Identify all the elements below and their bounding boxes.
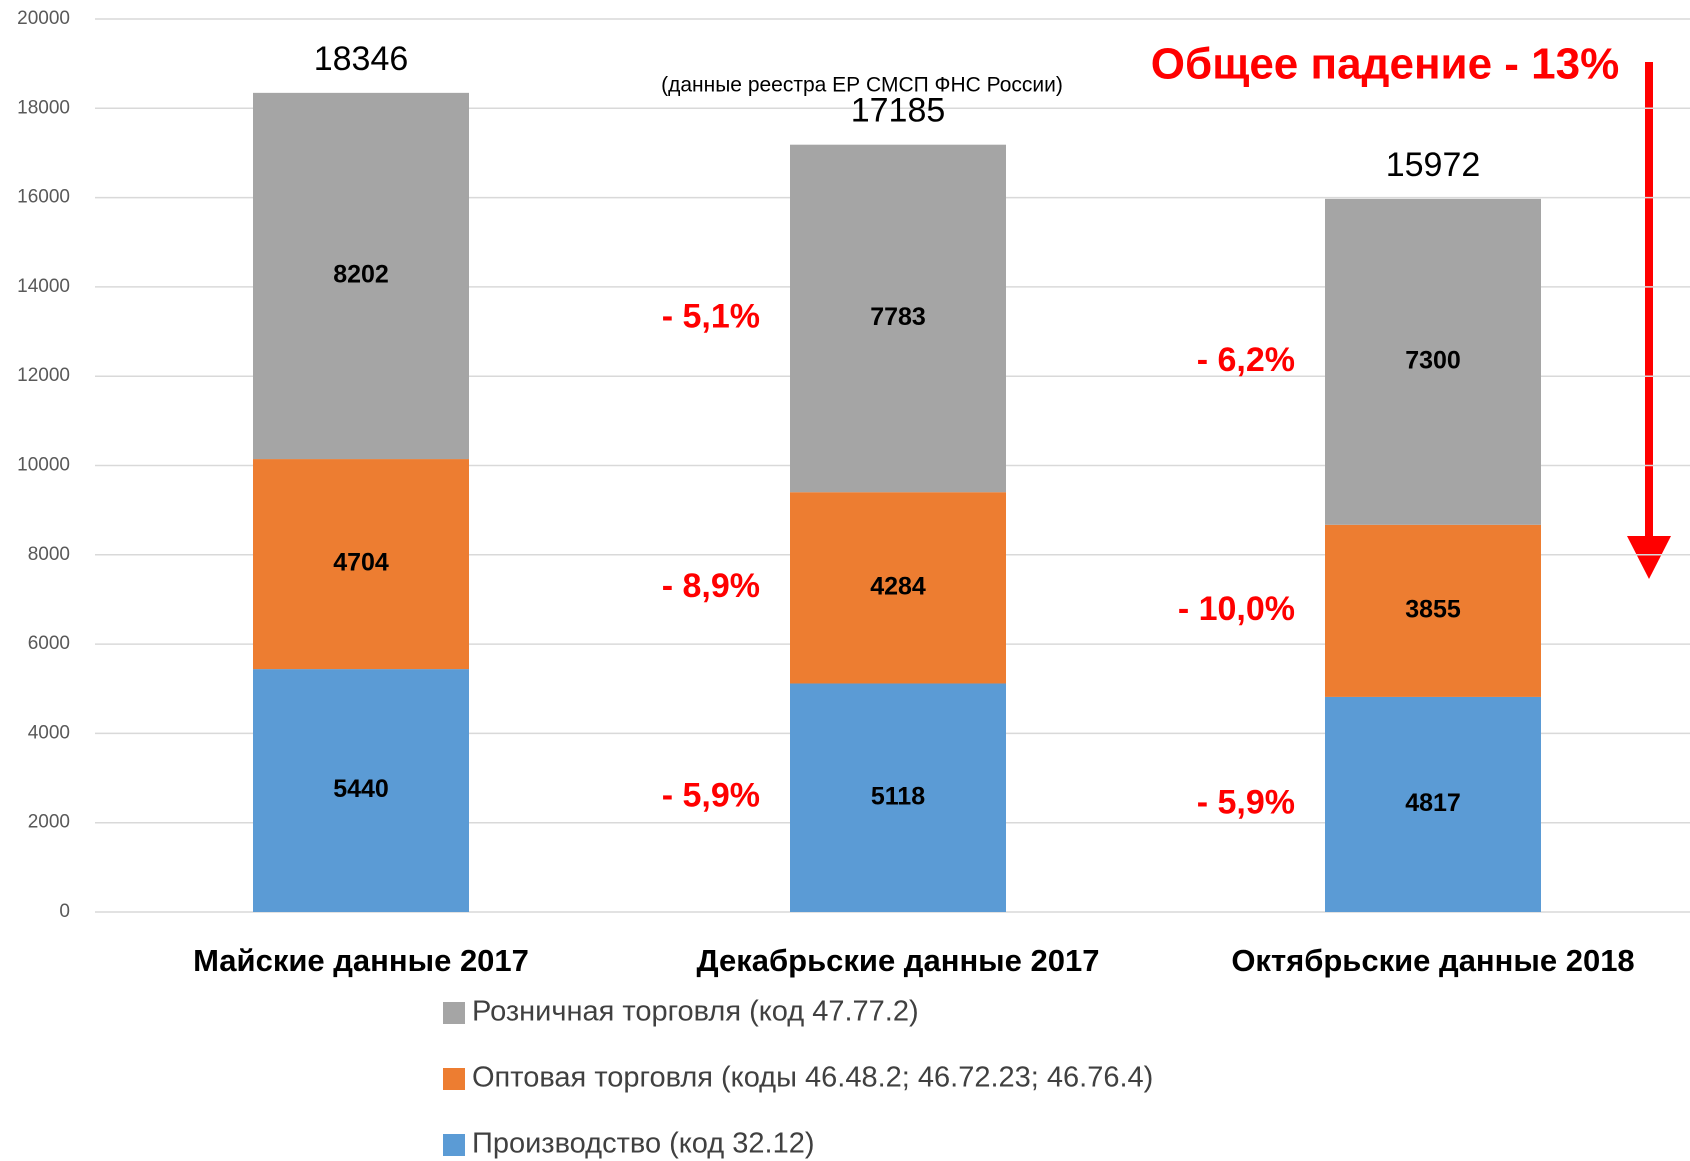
bar-segment xyxy=(1325,524,1541,697)
y-tick-label: 0 xyxy=(59,901,70,922)
bar-segment xyxy=(790,144,1006,493)
value-label: 7300 xyxy=(1405,346,1461,374)
value-label: 5118 xyxy=(871,782,925,810)
value-label: 7783 xyxy=(870,303,926,331)
legend-label: Производство (код 32.12) xyxy=(472,1128,815,1160)
chart-subtitle: (данные реестра ЕР СМСП ФНС России) xyxy=(661,74,1063,97)
total-label: 15972 xyxy=(1386,146,1481,184)
legend-label: Оптовая торговля (коды 46.48.2; 46.72.23… xyxy=(472,1062,1153,1094)
total-label: 17185 xyxy=(851,92,946,130)
change-label: - 5,9% xyxy=(662,777,760,815)
annotation: Общее падение - 13% xyxy=(1151,40,1619,89)
y-tick-label: 20000 xyxy=(17,8,70,29)
bar-segment xyxy=(1325,198,1541,525)
y-tick-label: 14000 xyxy=(17,276,70,297)
change-label: - 10,0% xyxy=(1178,590,1295,628)
change-label: - 6,2% xyxy=(1197,341,1295,379)
bar-segment xyxy=(253,459,469,670)
x-tick-label: Декабрьские данные 2017 xyxy=(697,943,1100,978)
y-tick-label: 16000 xyxy=(17,187,70,208)
x-tick-label: Октябрьские данные 2018 xyxy=(1231,943,1634,978)
y-tick-label: 10000 xyxy=(17,455,70,476)
change-label: - 5,9% xyxy=(1197,783,1295,821)
change-label: - 8,9% xyxy=(662,567,760,605)
bar-segment xyxy=(253,92,469,460)
total-label: 18346 xyxy=(314,40,409,78)
y-tick-label: 12000 xyxy=(17,365,70,386)
value-label: 4817 xyxy=(1405,789,1461,817)
y-tick-label: 2000 xyxy=(28,812,70,833)
bar-segment xyxy=(790,492,1006,684)
legend-swatch xyxy=(443,1068,465,1090)
y-tick-label: 6000 xyxy=(28,633,70,654)
legend-swatch xyxy=(443,1134,465,1156)
value-label: 8202 xyxy=(333,261,389,289)
value-label: 4704 xyxy=(333,549,389,577)
y-tick-label: 8000 xyxy=(28,544,70,565)
value-label: 5440 xyxy=(333,775,389,803)
bar-segment xyxy=(1325,696,1541,912)
y-tick-label: 4000 xyxy=(28,722,70,743)
x-tick-label: Майские данные 2017 xyxy=(193,943,529,978)
bar-segment xyxy=(253,669,469,912)
value-label: 3855 xyxy=(1405,595,1461,623)
change-label: - 5,1% xyxy=(662,297,760,335)
legend-swatch xyxy=(443,1002,465,1024)
legend-label: Розничная торговля (код 47.77.2) xyxy=(472,996,919,1028)
y-tick-label: 18000 xyxy=(17,97,70,118)
arrow-head xyxy=(1627,536,1671,579)
bar-segment xyxy=(790,683,1006,912)
value-label: 4284 xyxy=(870,572,926,600)
